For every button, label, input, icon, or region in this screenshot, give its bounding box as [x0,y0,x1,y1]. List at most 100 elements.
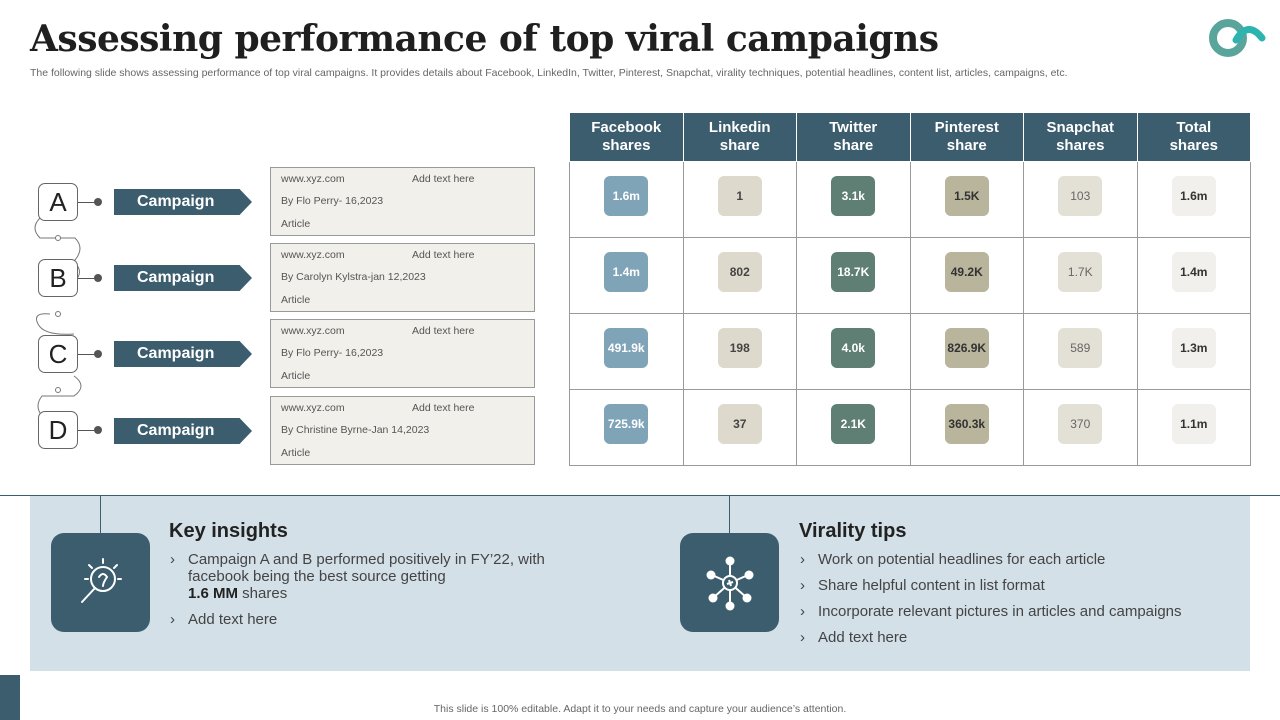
table-cell: 360.3k [909,389,1024,466]
campaign-info-d: www.xyz.com Add text here By Christine B… [270,396,535,465]
table-cell: 491.9k [569,313,684,390]
value-pill: 37 [717,404,762,444]
value-pill: 49.2K [944,252,989,292]
table-header-row: Facebook shares Linkedin share Twitter shar… [569,112,1251,162]
campaign-letter-d: D [38,411,78,449]
campaign-tag-d[interactable]: Campaign [114,418,252,444]
campaign-url[interactable]: www.xyz.com [281,249,345,261]
value-pill: 370 [1058,404,1103,444]
shares-table: Facebook shares Linkedin share Twitter shar… [569,112,1251,466]
value-pill: 2.1K [831,404,876,444]
list-item: Share helpful content in list format [800,577,1220,594]
tips-icon-box [680,533,779,632]
value-pill: 491.9k [604,328,649,368]
table-cell: 589 [1023,313,1138,390]
connector-dot [94,198,102,206]
insights-list: Campaign A and B performed positively in… [170,551,590,637]
table-cell: 198 [682,313,797,390]
value-pill: 198 [717,328,762,368]
value-pill: 589 [1058,328,1103,368]
connector-dot [94,350,102,358]
footer-note: This slide is 100% editable. Adapt it to… [433,703,847,715]
table-cell: 103 [1023,161,1138,238]
campaign-add-text: Add text here [412,249,475,261]
campaign-tag-b[interactable]: Campaign [114,265,252,291]
table-cell: 2.1K [796,389,911,466]
connector-dot [94,426,102,434]
campaign-add-text: Add text here [412,173,475,185]
corner-accent [0,675,20,720]
campaign-tag-c[interactable]: Campaign [114,341,252,367]
value-pill: 1.4m [1171,252,1216,292]
network-hub-icon [706,556,753,610]
table-cell: 37 [682,389,797,466]
table-cell: 370 [1023,389,1138,466]
connector [729,496,730,533]
header-snapchat: Snapchat shares [1023,112,1138,162]
campaign-author: By Carolyn Kylstra-jan 12,2023 [281,271,426,283]
campaign-tag-a[interactable]: Campaign [114,189,252,215]
campaign-author: By Flo Perry- 16,2023 [281,347,384,359]
table-cell: 826.9K [909,313,1024,390]
value-pill: 18.7K [831,252,876,292]
table-cell: 1.4m [569,237,684,314]
value-pill: 1 [717,176,762,216]
table-cell: 1.6m [569,161,684,238]
campaign-url[interactable]: www.xyz.com [281,173,345,185]
table-row: 491.9k 198 4.0k 826.9K 589 1.3m [569,313,1251,390]
campaign-type: Article [281,294,311,306]
value-pill: 1.3m [1171,328,1216,368]
connector [78,278,98,279]
tips-title: Virality tips [799,520,907,542]
header-linkedin: Linkedin share [682,112,797,162]
insights-icon-box [51,533,150,632]
connector-dot [94,274,102,282]
header-total: Total shares [1136,112,1251,162]
table-row: 725.9k 37 2.1K 360.3k 370 1.1m [569,389,1251,466]
table-cell: 4.0k [796,313,911,390]
campaign-info-a: www.xyz.com Add text here By Flo Perry- … [270,167,535,236]
table-cell: 725.9k [569,389,684,466]
campaign-letter-b: B [38,259,78,297]
page-title: Assessing performance of top viral campa… [30,18,939,60]
header-twitter: Twitter share [796,112,911,162]
table-cell: 18.7K [796,237,911,314]
campaign-url[interactable]: www.xyz.com [281,402,345,414]
table-cell: 1.3m [1136,313,1251,390]
value-pill: 1.6m [604,176,649,216]
page-subtitle: The following slide shows assessing perf… [30,67,1068,79]
campaign-type: Article [281,218,311,230]
table-row: 1.4m 802 18.7K 49.2K 1.7K 1.4m [569,237,1251,314]
table-cell: 1.4m [1136,237,1251,314]
table-row: 1.6m 1 3.1k 1.5K 103 1.6m [569,161,1251,238]
connector [78,202,98,203]
value-pill: 1.1m [1171,404,1216,444]
campaign-letter-c: C [38,335,78,373]
divider [0,495,1280,496]
value-pill: 1.5K [944,176,989,216]
campaign-info-b: www.xyz.com Add text here By Carolyn Kyl… [270,243,535,312]
list-item: Incorporate relevant pictures in article… [800,603,1220,620]
campaign-type: Article [281,447,311,459]
value-pill: 1.6m [1171,176,1216,216]
value-pill: 4.0k [831,328,876,368]
value-pill: 802 [717,252,762,292]
header-facebook: Facebook shares [569,112,684,162]
table-cell: 49.2K [909,237,1024,314]
value-pill: 360.3k [944,404,989,444]
campaign-author: By Christine Byrne-Jan 14,2023 [281,424,430,436]
campaign-add-text: Add text here [412,402,475,414]
campaign-connector-line [34,217,82,417]
tips-list: Work on potential headlines for each art… [800,551,1220,655]
campaign-url[interactable]: www.xyz.com [281,325,345,337]
list-item: Work on potential headlines for each art… [800,551,1220,568]
connector [78,430,98,431]
table-cell: 1.5K [909,161,1024,238]
value-pill: 1.7K [1058,252,1103,292]
campaign-add-text: Add text here [412,325,475,337]
list-item: Add text here [170,611,590,628]
table-cell: 1.6m [1136,161,1251,238]
table-cell: 1 [682,161,797,238]
header-pinterest: Pinterest share [909,112,1024,162]
connector [78,354,98,355]
